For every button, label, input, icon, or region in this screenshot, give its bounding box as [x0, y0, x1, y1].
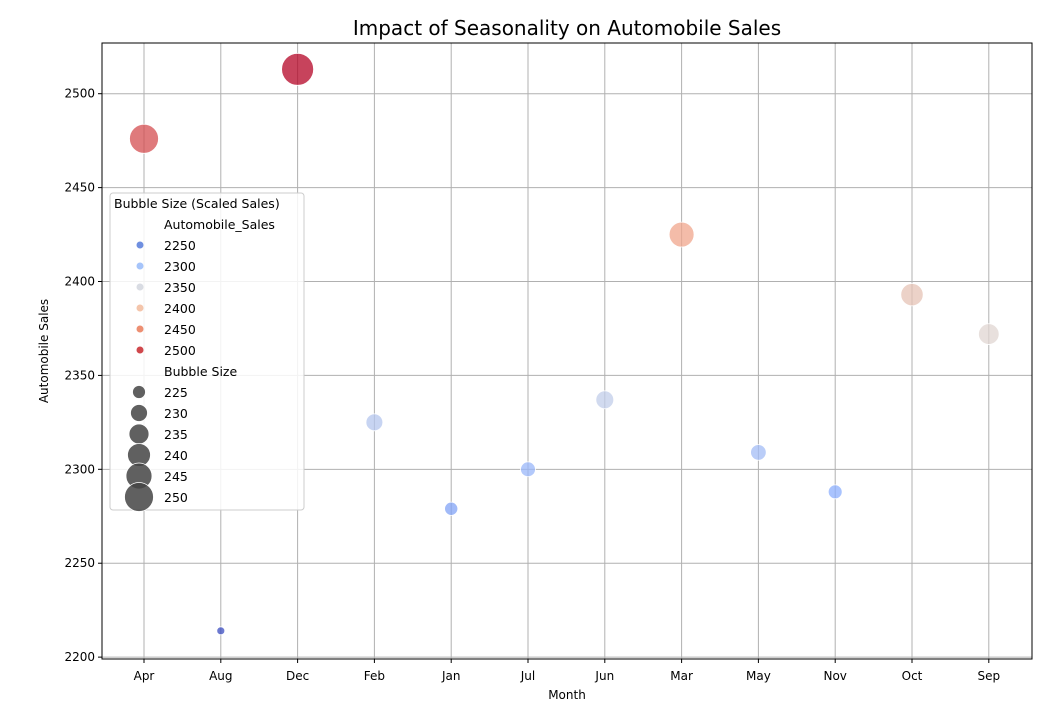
x-tick-label: Oct [902, 669, 923, 683]
bubble-aug [216, 626, 226, 636]
legend-size-marker [124, 482, 154, 512]
legend-hue-marker [136, 241, 144, 249]
legend-hue-label: 2400 [164, 301, 196, 316]
x-tick-label: Jan [441, 669, 461, 683]
x-tick-label: Jun [594, 669, 614, 683]
x-tick-label: Dec [286, 669, 309, 683]
bubble-oct [900, 283, 924, 307]
legend-size-items: 225 230 235 240 245 250 [124, 385, 188, 512]
legend-hue-title: Automobile_Sales [164, 217, 275, 232]
legend-size-label: 235 [164, 427, 188, 442]
legend-hue-label: 2500 [164, 343, 196, 358]
y-tick-label: 2350 [64, 368, 95, 382]
bubble-mar [668, 221, 695, 248]
bubble-may [750, 444, 767, 461]
legend-hue-marker [136, 346, 144, 354]
chart-title: Impact of Seasonality on Automobile Sale… [353, 16, 781, 40]
legend-size-marker [130, 404, 148, 422]
legend-box [109, 192, 305, 511]
y-tick-label: 2400 [64, 275, 95, 289]
y-axis-title: Automobile Sales [37, 299, 51, 403]
x-tick-label: Apr [134, 669, 155, 683]
legend-title: Bubble Size (Scaled Sales) [114, 196, 280, 211]
bubble-jan [444, 501, 459, 516]
x-tick-label: Mar [670, 669, 693, 683]
legend-size-label: 245 [164, 469, 188, 484]
y-tick-label: 2500 [64, 87, 95, 101]
x-tick-label: Aug [209, 669, 232, 683]
bubble-jun [595, 390, 615, 410]
legend-hue-marker [136, 283, 144, 291]
y-axis-ticks: 2200 2250 2300 2350 2400 2450 2500 [64, 87, 102, 664]
bubble-apr [129, 123, 159, 154]
x-tick-label: Sep [977, 669, 1000, 683]
legend-hue-marker [136, 325, 144, 333]
legend-hue-label: 2350 [164, 280, 196, 295]
x-tick-label: Nov [823, 669, 846, 683]
y-tick-label: 2300 [64, 462, 95, 476]
y-tick-label: 2200 [64, 650, 95, 664]
legend-size-label: 250 [164, 490, 188, 505]
y-tick-label: 2250 [64, 556, 95, 570]
bubble-jul [520, 461, 536, 478]
x-tick-label: Feb [364, 669, 385, 683]
bubble-nov [827, 484, 843, 500]
legend-size-title: Bubble Size [164, 364, 237, 379]
legend-size-label: 225 [164, 385, 188, 400]
plot-frame [101, 42, 1033, 660]
bubble-layer [129, 52, 1000, 636]
x-axis-ticks: Apr Aug Dec Feb Jan Jul Jun Mar May Nov Oct Sep [134, 659, 1000, 683]
legend-hue-label: 2300 [164, 259, 196, 274]
legend-size-marker [128, 423, 150, 445]
legend-size-label: 240 [164, 448, 188, 463]
bubble-sep [978, 323, 1000, 345]
bubble-feb [365, 413, 384, 432]
legend-hue-label: 2450 [164, 322, 196, 337]
bubble-dec [281, 52, 315, 86]
grid [102, 43, 1032, 659]
y-tick-label: 2450 [64, 181, 95, 195]
legend: Bubble Size (Scaled Sales) Automobile_Sa… [109, 192, 305, 512]
legend-hue-marker [136, 304, 144, 312]
x-tick-label: Jul [520, 669, 535, 683]
legend-size-marker [132, 385, 146, 399]
legend-size-label: 230 [164, 406, 188, 421]
legend-hue-label: 2250 [164, 238, 196, 253]
legend-hue-marker [136, 262, 144, 270]
x-tick-label: May [746, 669, 771, 683]
legend-hue-items: 2250 2300 2350 2400 2450 2500 [136, 238, 196, 358]
x-axis-title: Month [548, 688, 586, 702]
